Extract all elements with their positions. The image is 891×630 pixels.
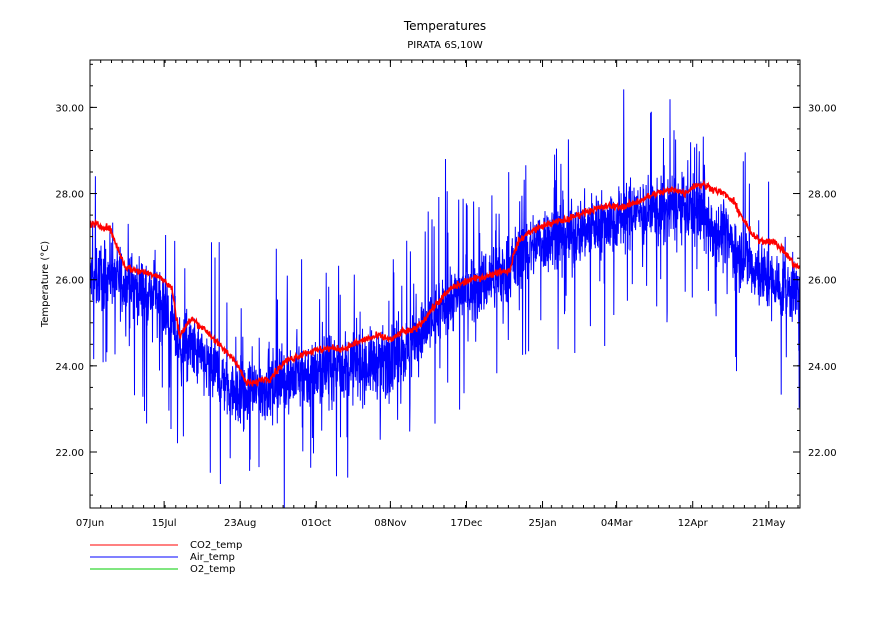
x-tick-label: 08Nov (374, 518, 406, 529)
chart-subtitle: PIRATA 6S,10W (407, 40, 483, 51)
y-tick-label-right: 30.00 (808, 103, 837, 114)
legend-label: Air_temp (190, 552, 235, 563)
y-tick-label-right: 22.00 (808, 448, 837, 459)
y-tick-label-left: 24.00 (55, 362, 84, 373)
legend-label: CO2_temp (190, 540, 242, 551)
air-temp-series (90, 89, 800, 508)
y-tick-label-right: 26.00 (808, 276, 837, 287)
y-tick-label-right: 28.00 (808, 190, 837, 201)
co2-temp-line (90, 179, 800, 387)
y-axis-label: Temperature (°C) (40, 241, 51, 328)
x-tick-label: 17Dec (450, 518, 482, 529)
plot-frame (89, 59, 801, 509)
chart-title: Temperatures (403, 19, 486, 33)
y-tick-label-left: 30.00 (55, 103, 84, 114)
x-tick-label: 15Jul (152, 518, 177, 529)
y-tick-label-left: 22.00 (55, 448, 84, 459)
co2-temp-series (90, 179, 800, 387)
y-tick-label-left: 28.00 (55, 190, 84, 201)
x-tick-label: 01Oct (301, 518, 331, 529)
y-tick-label-left: 26.00 (55, 276, 84, 287)
x-tick-label: 21May (752, 518, 785, 529)
x-tick-label: 23Aug (224, 518, 256, 529)
y-tick-label-right: 24.00 (808, 362, 837, 373)
x-tick-label: 12Apr (678, 518, 709, 529)
legend-label: O2_temp (190, 564, 235, 575)
x-tick-label: 04Mar (601, 518, 633, 529)
x-tick-label: 25Jan (528, 518, 556, 529)
air-temp-line (90, 89, 800, 508)
x-tick-label: 07Jun (76, 518, 104, 529)
